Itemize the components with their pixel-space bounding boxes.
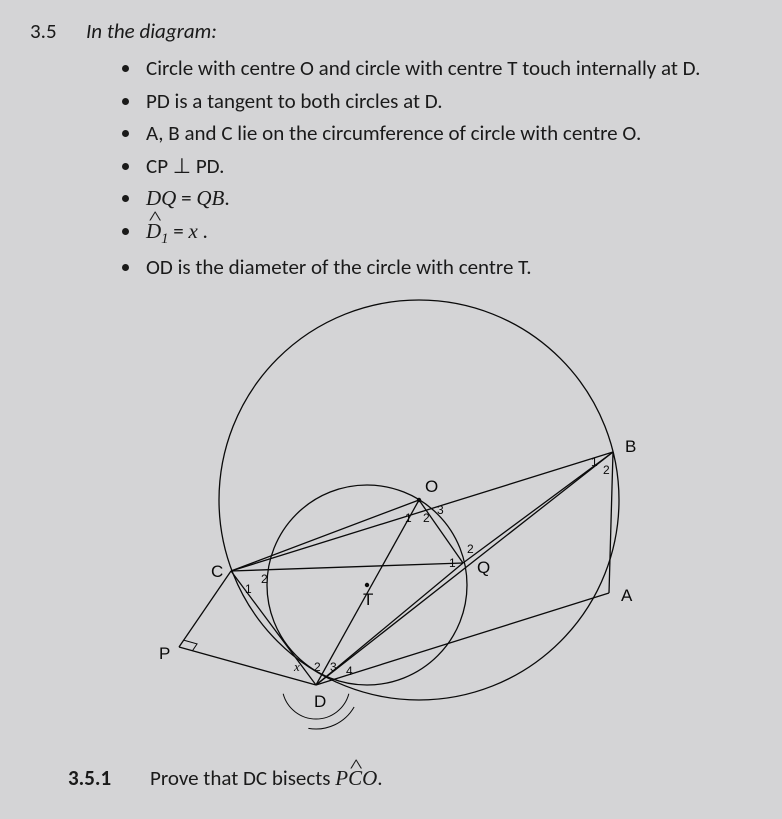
svg-text:2: 2 bbox=[423, 511, 430, 525]
list-item: D1 = x . bbox=[142, 215, 752, 251]
list-item: A, B and C lie on the circumference of c… bbox=[142, 117, 752, 150]
svg-text:3: 3 bbox=[330, 660, 337, 674]
svg-text:P: P bbox=[159, 644, 170, 663]
question-number: 3.5 bbox=[30, 18, 86, 44]
svg-text:2: 2 bbox=[261, 572, 268, 586]
svg-text:3: 3 bbox=[437, 503, 444, 517]
given-list: Circle with centre O and circle with cen… bbox=[30, 52, 752, 283]
svg-text:2: 2 bbox=[467, 542, 474, 556]
svg-text:1: 1 bbox=[449, 556, 456, 570]
svg-text:D: D bbox=[314, 692, 326, 711]
list-item: Circle with centre O and circle with cen… bbox=[142, 52, 752, 85]
svg-text:O: O bbox=[425, 477, 438, 496]
svg-text:1: 1 bbox=[405, 511, 412, 525]
list-item: CP ⊥ PD. bbox=[142, 150, 752, 183]
svg-text:B: B bbox=[625, 437, 636, 456]
subquestion-number: 3.5.1 bbox=[68, 765, 150, 791]
svg-text:Q: Q bbox=[477, 558, 490, 577]
svg-text:C: C bbox=[211, 562, 223, 581]
list-item: PD is a tangent to both circles at D. bbox=[142, 85, 752, 118]
svg-text:x: x bbox=[293, 659, 300, 674]
list-item: DQ = QB. bbox=[142, 182, 752, 215]
geometry-diagram: OTDPCBAQ121231212234x bbox=[131, 295, 651, 755]
svg-text:A: A bbox=[621, 586, 633, 605]
subquestion-text: Prove that DC bisects PCO. bbox=[150, 765, 383, 791]
svg-text:2: 2 bbox=[314, 660, 321, 674]
list-item: OD is the diameter of the circle with ce… bbox=[142, 251, 752, 284]
svg-text:T: T bbox=[363, 590, 373, 609]
svg-text:4: 4 bbox=[346, 664, 353, 678]
svg-text:1: 1 bbox=[245, 582, 252, 596]
svg-text:1: 1 bbox=[591, 455, 598, 469]
svg-text:2: 2 bbox=[603, 463, 610, 477]
question-intro: In the diagram: bbox=[86, 18, 217, 44]
